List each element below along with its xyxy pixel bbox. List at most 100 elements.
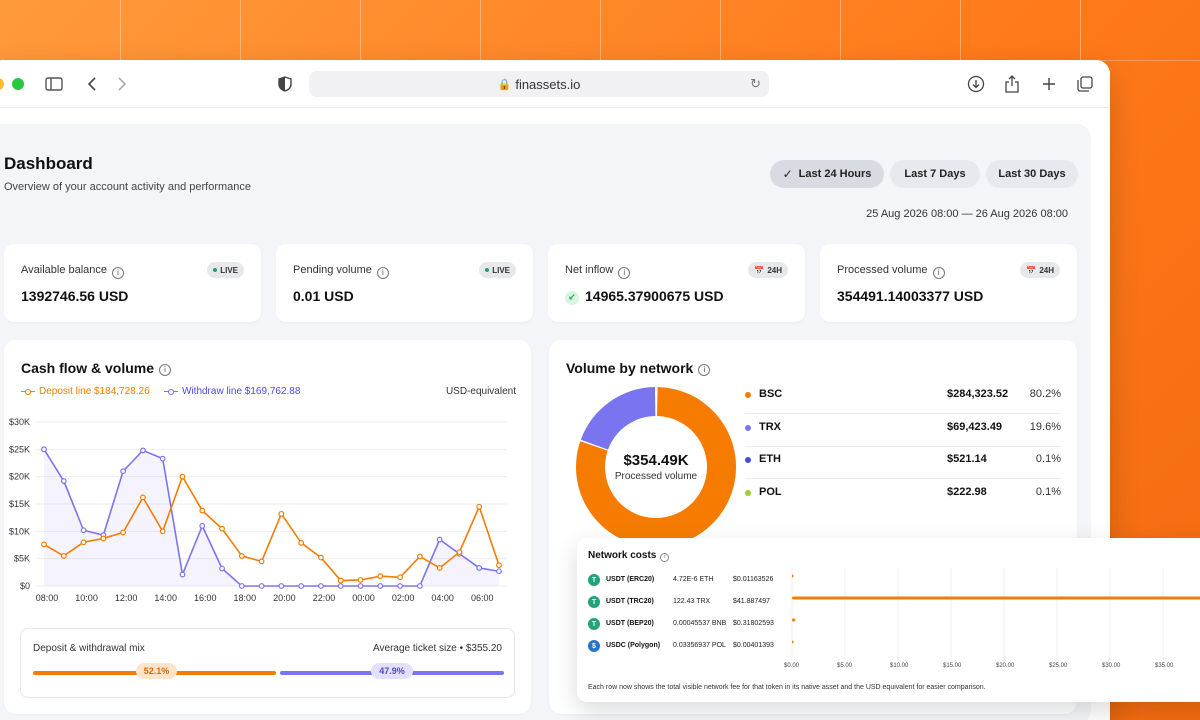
period-badge: 📅 24H (748, 262, 788, 278)
page-subtitle: Overview of your account activity and pe… (4, 181, 252, 193)
data-point (80, 539, 87, 546)
withdraw-share-pill: 47.9% (371, 663, 413, 679)
info-icon[interactable]: i (618, 267, 631, 279)
url-text: finassets.io (515, 76, 581, 92)
data-point (219, 565, 225, 572)
network-costs-title: Network costs i (588, 550, 670, 562)
shield-icon[interactable] (273, 72, 297, 96)
grid-line (480, 0, 481, 60)
tab-overview-icon[interactable] (1073, 72, 1097, 96)
stat-value: 14965.37900675 USD (585, 288, 724, 304)
tether-icon: T (588, 596, 600, 608)
stat-value: 354491.14003377 USD (837, 288, 984, 304)
y-tick-label: $5K (14, 554, 30, 564)
share-icon[interactable] (1000, 72, 1024, 96)
network-amount: $222.98 (947, 486, 987, 498)
stat-label: Available balance (21, 264, 108, 276)
info-icon[interactable]: i (932, 267, 945, 279)
cashflow-title: Cash flow & volume i (21, 360, 172, 376)
sidebar-icon[interactable] (42, 72, 66, 96)
info-icon[interactable]: i (660, 553, 670, 562)
network-name: ETH (759, 453, 781, 465)
data-point (80, 527, 87, 534)
data-point (436, 565, 443, 571)
new-tab-icon[interactable] (1037, 72, 1061, 96)
badge-label: LIVE (220, 265, 238, 275)
info-icon[interactable]: i (376, 267, 389, 279)
network-name: TRX (759, 421, 781, 433)
range-button-30d[interactable]: Last 30 Days (986, 160, 1078, 188)
x-tick-label: 18:00 (234, 593, 257, 603)
grid-line (840, 0, 841, 60)
y-tick-label: $20K (9, 472, 30, 482)
stat-card-pending-volume: Pending volume i LIVE 0.01 USD (276, 244, 533, 322)
cost-tick-label: $15.00 (943, 663, 962, 669)
data-point (357, 583, 364, 589)
cost-usd: $0.31802593 (733, 620, 774, 627)
cost-tick-label: $5.00 (837, 663, 853, 669)
data-point (318, 583, 324, 589)
cost-bar (792, 596, 1200, 600)
data-point (60, 553, 67, 559)
data-point (298, 539, 305, 546)
badge-label: 24H (1039, 265, 1054, 275)
window-close-dot[interactable] (0, 78, 4, 90)
y-tick-label: $25K (9, 444, 30, 454)
cost-usd: $41.887497 (733, 598, 770, 605)
info-icon[interactable]: i (159, 364, 172, 376)
data-point (476, 565, 483, 571)
address-bar[interactable]: 🔒 finassets.io ↻ (309, 71, 769, 97)
lock-icon: 🔒 (497, 78, 512, 91)
forward-icon[interactable] (110, 72, 134, 96)
back-icon[interactable] (80, 72, 104, 96)
data-point (41, 446, 47, 453)
data-point (258, 583, 265, 589)
network-row-pol[interactable]: POL $222.98 0.1% (745, 480, 1061, 512)
x-tick-label: 04:00 (431, 593, 454, 603)
network-name: POL (759, 486, 782, 498)
data-point (496, 568, 502, 575)
x-tick-label: 02:00 (392, 593, 415, 603)
data-point (278, 510, 285, 517)
network-percent: 0.1% (1035, 486, 1061, 498)
info-icon[interactable]: i (112, 267, 125, 279)
network-amount: $69,423.49 (947, 421, 1003, 433)
average-ticket: Average ticket size • $355.20 (373, 643, 502, 654)
network-row-trx[interactable]: TRX $69,423.49 19.6% (745, 415, 1061, 447)
live-dot-icon (485, 268, 490, 272)
data-point (318, 554, 324, 561)
cost-tick-label: $10.00 (890, 663, 909, 669)
data-point (238, 553, 245, 559)
data-point (436, 536, 443, 543)
data-point (159, 528, 166, 535)
legend-withdraw[interactable]: Withdraw line $169,762.88 (164, 386, 300, 397)
info-icon[interactable]: i (698, 364, 711, 376)
network-amount: $521.14 (947, 453, 987, 465)
data-point (496, 562, 502, 569)
download-icon[interactable] (964, 72, 988, 96)
range-button-7d[interactable]: Last 7 Days (890, 160, 980, 188)
calendar-icon: 📅 (1026, 265, 1037, 275)
calendar-icon: 📅 (754, 265, 765, 275)
data-point (397, 583, 403, 589)
cost-usd: $0.00401393 (733, 642, 774, 649)
stat-card-processed-volume: Processed volume i 📅 24H 354491.14003377 U… (820, 244, 1077, 322)
cost-tick-label: $30.00 (1102, 663, 1121, 669)
legend-deposit[interactable]: Deposit line $184,728.26 (21, 386, 150, 397)
data-point (199, 522, 206, 529)
tether-icon: T (588, 574, 600, 586)
reload-icon[interactable]: ↻ (750, 76, 761, 91)
range-button-24h[interactable]: ✓ Last 24 Hours (770, 160, 884, 188)
data-point (278, 583, 285, 589)
cost-tick-label: $25.00 (1049, 663, 1068, 669)
cost-bar (792, 574, 794, 578)
cost-token: USDT (BEP20) (606, 620, 654, 627)
network-row-bsc[interactable]: BSC $284,323.52 80.2% (745, 382, 1061, 414)
cost-native: 0.03356937 POL (673, 642, 726, 649)
stat-label-wrap: Net inflow i (565, 264, 631, 279)
network-row-eth[interactable]: ETH $521.14 0.1% (745, 447, 1061, 479)
cost-token: USDT (TRC20) (606, 598, 654, 605)
window-maximize-dot[interactable] (12, 78, 24, 90)
data-point (357, 577, 364, 583)
data-point (377, 583, 384, 589)
